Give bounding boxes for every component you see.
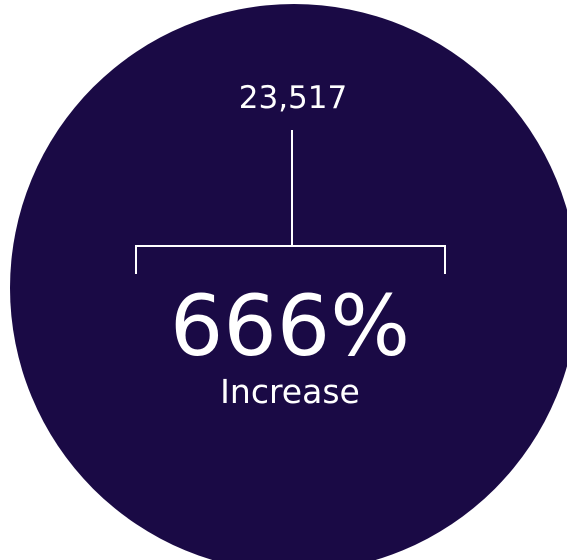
stat-number: 23,517 [239, 80, 347, 116]
bracket [135, 130, 446, 274]
background-circle [10, 4, 567, 560]
stat-label: Increase [220, 372, 360, 411]
stat-percentage: 666% [170, 277, 410, 375]
